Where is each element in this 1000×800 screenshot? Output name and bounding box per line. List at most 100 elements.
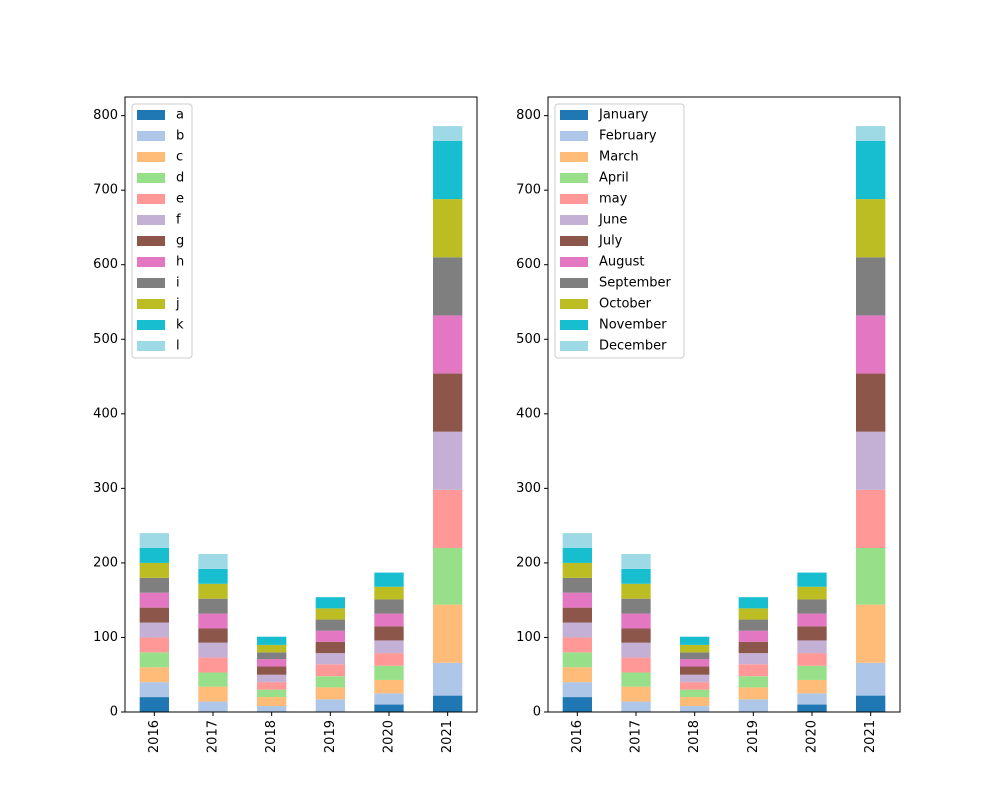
y-tick-label: 100 [93, 630, 118, 645]
bar-2018-i [257, 652, 287, 660]
legend-label-August: August [599, 255, 645, 270]
bar-2017-e [198, 657, 228, 673]
bar-2019-February [738, 699, 768, 712]
bar-2019-c [315, 687, 345, 700]
x-tick-label: 2019 [746, 720, 761, 753]
legend-label-March: March [599, 150, 639, 165]
y-tick-label: 200 [93, 555, 118, 570]
bar-2020-September [797, 599, 827, 614]
bar-2018-f [257, 674, 287, 683]
legend-swatch-i [137, 278, 165, 288]
bar-2017-November [621, 568, 651, 584]
bar-2017-d [198, 672, 228, 687]
legend-swatch-e [137, 194, 165, 204]
x-tick-label: 2016 [570, 720, 585, 753]
bar-2021-j [433, 199, 463, 258]
bar-2016-h [139, 592, 169, 608]
x-tick-label: 2021 [440, 720, 455, 753]
bar-2020-may [797, 653, 827, 666]
chart-right: 2016 2017 2018 2019 2020 2021 0 100 200 300 400 500… [516, 96, 901, 753]
bar-2020-j [374, 586, 404, 600]
x-tick-label: 2020 [805, 720, 820, 753]
legend-swatch-March [560, 152, 588, 162]
bar-2020-January [797, 704, 827, 712]
bar-2016-l [139, 533, 169, 548]
bar-2021-k [433, 140, 463, 200]
bar-2020-f [374, 640, 404, 654]
legend-swatch-July [560, 236, 588, 246]
y-tick-label: 300 [93, 481, 118, 496]
bar-2021-December [856, 126, 886, 141]
x-tick-label: 2017 [629, 720, 644, 753]
bar-2020-b [374, 693, 404, 705]
bar-2021-April [856, 548, 886, 605]
bar-2019-k [315, 597, 345, 609]
bar-2021-i [433, 257, 463, 316]
bar-2017-March [621, 686, 651, 702]
bar-2016-i [139, 577, 169, 593]
y-tick-label: 400 [93, 406, 118, 421]
bar-2020-March [797, 679, 827, 694]
bar-2016-e [139, 637, 169, 653]
legend-swatch-g [137, 236, 165, 246]
y-tick-label: 100 [516, 630, 541, 645]
bar-2016-March [562, 667, 592, 683]
y-tick-label: 800 [93, 108, 118, 123]
bar-2019-April [738, 676, 768, 688]
bar-2017-c [198, 686, 228, 702]
bar-2021-July [856, 373, 886, 432]
bar-2020-g [374, 626, 404, 641]
legend-label-k: k [176, 318, 184, 333]
bar-2016-d [139, 652, 169, 668]
y-tick-label: 500 [93, 332, 118, 347]
bar-2016-k [139, 548, 169, 563]
bar-2016-September [562, 577, 592, 593]
legend-swatch-June [560, 215, 588, 225]
bar-2019-i [315, 619, 345, 631]
y-tick-label: 0 [110, 705, 118, 720]
legend-swatch-October [560, 299, 588, 309]
bar-2018-e [257, 682, 287, 690]
legend-label-February: February [599, 129, 657, 144]
bar-2019-may [738, 664, 768, 677]
bar-2016-may [562, 637, 592, 653]
y-tick-label: 0 [533, 705, 541, 720]
legend-label-November: November [599, 318, 667, 333]
bar-2021-d [433, 548, 463, 605]
bar-2019-f [315, 653, 345, 665]
bar-2017-July [621, 628, 651, 643]
bar-2021-August [856, 315, 886, 374]
bar-2018-h [257, 659, 287, 667]
bar-2016-January [562, 697, 592, 712]
legend-label-f: f [176, 213, 181, 228]
bar-2021-h [433, 315, 463, 374]
legend-swatch-b [137, 131, 165, 141]
bar-2017-June [621, 642, 651, 658]
bar-2020-June [797, 640, 827, 654]
bar-2019-e [315, 664, 345, 677]
x-tick-label: 2019 [323, 720, 338, 753]
bar-2020-a [374, 704, 404, 712]
bar-2018-July [680, 666, 710, 675]
bar-2018-August [680, 659, 710, 667]
bar-2017-k [198, 568, 228, 584]
legend-label-l: l [176, 339, 180, 354]
bar-2019-October [738, 608, 768, 620]
x-tick-label: 2017 [206, 720, 221, 753]
bar-2018-c [257, 697, 287, 707]
legend-label-July: July [598, 234, 623, 249]
bar-2021-g [433, 373, 463, 432]
bar-2017-i [198, 598, 228, 614]
legend-swatch-l [137, 341, 165, 351]
bar-2016-October [562, 562, 592, 578]
bar-2020-c [374, 679, 404, 694]
bar-2018-June [680, 674, 710, 683]
bar-2020-February [797, 693, 827, 705]
y-tick-label: 600 [516, 257, 541, 272]
bar-2020-October [797, 586, 827, 600]
bar-2018-March [680, 697, 710, 707]
y-tick-label: 800 [516, 108, 541, 123]
legend-swatch-k [137, 320, 165, 330]
bar-2017-December [621, 553, 651, 569]
